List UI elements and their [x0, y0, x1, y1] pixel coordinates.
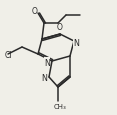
Text: Cl: Cl: [5, 51, 13, 60]
Text: N: N: [41, 74, 47, 83]
Text: O: O: [32, 6, 38, 15]
Text: N: N: [44, 58, 50, 67]
Text: O: O: [57, 22, 63, 31]
Text: N: N: [73, 39, 79, 48]
Text: CH₃: CH₃: [54, 103, 66, 109]
